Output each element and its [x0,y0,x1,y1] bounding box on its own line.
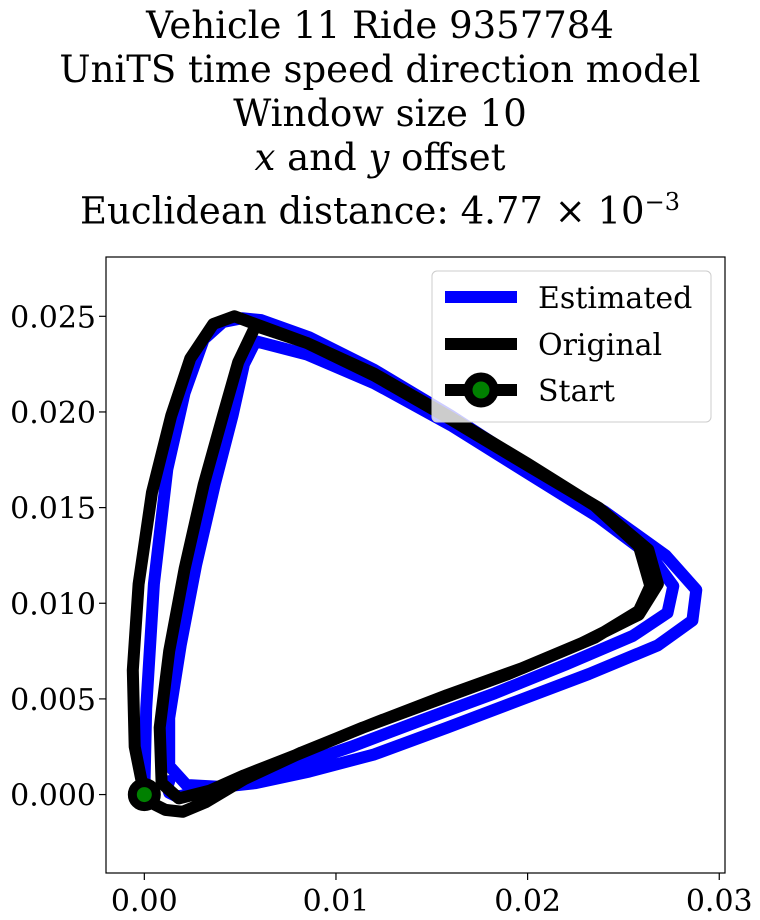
title-y-symbol: y [368,136,390,179]
legend-start-marker [463,372,499,408]
x-tick-label: 0.00 [111,884,178,919]
title-line-5: Euclidean distance: 4.77 × 10−3 [0,180,760,233]
legend-estimated-label: Estimated [538,281,692,316]
x-tick-label: 0.03 [686,884,753,919]
title-line-1: Vehicle 11 Ride 9357784 [146,4,614,47]
x-tick-label: 0.02 [494,884,561,919]
series-line-original [126,310,664,818]
legend: Estimated Original Start [431,270,712,423]
y-tick-label: 0.015 [10,492,96,527]
chart-title: Vehicle 11 Ride 9357784 UniTS time speed… [0,0,760,233]
y-tick-label: 0.020 [10,396,96,431]
title-distance-text: Euclidean distance: 4.77 [80,189,543,233]
title-and-text: and [275,136,369,179]
title-line-2: UniTS time speed direction model [59,48,701,91]
legend-original-label: Original [538,328,662,363]
y-tick-label: 0.025 [10,300,96,335]
title-x-symbol: x [254,136,276,179]
y-tick-label: 0.010 [10,587,96,622]
title-line-4: x and y offset [0,136,760,180]
title-offset-text: offset [389,136,506,179]
title-exponent: −3 [644,188,680,216]
plot-frame [105,256,726,874]
title-line-3: Window size 10 [233,92,527,135]
title-times-text: × 10 [542,189,645,233]
y-tick-label: 0.000 [10,779,96,814]
y-tick-label: 0.005 [10,683,96,718]
x-tick-label: 0.01 [303,884,370,919]
start-point-marker [127,778,161,812]
legend-start-label: Start [538,374,615,409]
